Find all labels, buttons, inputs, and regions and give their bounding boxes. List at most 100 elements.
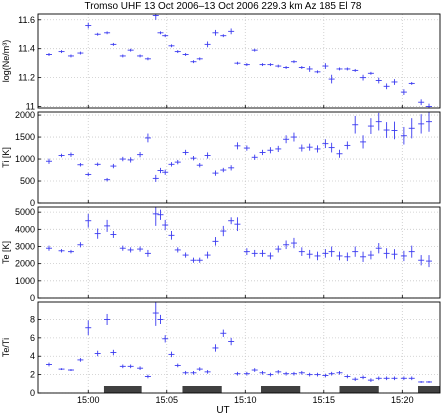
data-point xyxy=(352,377,359,382)
data-point xyxy=(328,371,335,376)
data-point xyxy=(152,302,159,326)
data-point xyxy=(298,247,305,256)
x-tick-label: 15:05 xyxy=(156,395,179,405)
data-point xyxy=(45,158,52,164)
data-point xyxy=(375,112,382,131)
y-tick-label: 11.2 xyxy=(18,73,35,83)
data-point xyxy=(267,372,274,377)
data-point xyxy=(162,169,169,175)
data-point xyxy=(283,66,290,69)
experiment-bar xyxy=(339,386,379,393)
data-point xyxy=(367,250,374,260)
data-point xyxy=(251,368,258,372)
data-point xyxy=(168,351,175,358)
data-point xyxy=(77,242,84,248)
data-point xyxy=(162,34,169,38)
data-point xyxy=(283,135,290,144)
data-point xyxy=(328,246,335,257)
data-point xyxy=(275,370,282,374)
data-point xyxy=(162,219,169,231)
data-point xyxy=(391,121,398,140)
data-point xyxy=(85,172,92,177)
data-point xyxy=(58,249,65,253)
data-point xyxy=(182,149,189,156)
data-point xyxy=(220,329,227,337)
x-tick-label: 15:10 xyxy=(234,395,257,405)
data-point xyxy=(228,165,235,171)
y-tick-label: 0 xyxy=(30,388,35,398)
data-point xyxy=(212,170,219,176)
data-point xyxy=(275,145,282,153)
data-point xyxy=(228,337,235,346)
data-point xyxy=(174,247,181,253)
data-point xyxy=(196,162,203,168)
data-point xyxy=(383,122,390,138)
data-point xyxy=(127,48,134,52)
data-point xyxy=(67,54,74,58)
y-tick-label: 0 xyxy=(30,293,35,303)
y-tick-label: 6 xyxy=(30,333,35,343)
data-point xyxy=(408,245,415,258)
data-point xyxy=(137,366,144,371)
data-point xyxy=(58,50,65,54)
data-point xyxy=(119,245,126,251)
data-point xyxy=(94,162,101,167)
data-point xyxy=(400,376,407,381)
data-point xyxy=(77,51,84,55)
data-point xyxy=(306,372,313,377)
data-point xyxy=(367,118,374,134)
data-point xyxy=(234,61,241,65)
panel-frame xyxy=(37,206,441,299)
data-point xyxy=(336,67,343,71)
data-point xyxy=(314,70,321,74)
data-point xyxy=(344,374,351,379)
x-tick-label: 15:15 xyxy=(313,395,336,405)
data-point xyxy=(383,376,390,381)
data-point xyxy=(220,225,227,237)
data-point xyxy=(275,64,282,68)
data-point xyxy=(344,67,351,71)
data-point xyxy=(190,257,197,263)
data-point xyxy=(418,99,425,106)
data-point xyxy=(251,154,258,160)
data-point xyxy=(243,371,250,376)
data-point xyxy=(196,57,203,61)
panel-frame xyxy=(37,13,441,109)
data-point xyxy=(275,245,282,253)
data-point xyxy=(375,376,382,381)
data-point xyxy=(336,149,343,158)
data-point xyxy=(352,115,359,134)
y-tick-label: 11.6 xyxy=(18,15,35,25)
data-point xyxy=(251,48,258,52)
data-point xyxy=(314,251,321,261)
data-point xyxy=(352,68,359,72)
data-point xyxy=(408,81,415,85)
data-point xyxy=(110,42,117,46)
data-point xyxy=(119,364,126,369)
data-point xyxy=(182,53,189,56)
data-point xyxy=(104,177,111,182)
data-point xyxy=(352,246,359,257)
data-point xyxy=(228,28,235,35)
experiment-bar xyxy=(103,386,142,393)
data-point xyxy=(58,368,65,371)
data-point xyxy=(360,251,367,262)
data-point xyxy=(306,249,313,259)
y-tick-label: 2000 xyxy=(15,259,35,269)
data-point xyxy=(383,83,390,90)
x-tick-label: 15:20 xyxy=(391,395,414,405)
data-point xyxy=(322,139,329,149)
data-point xyxy=(127,364,134,369)
data-point xyxy=(144,57,151,61)
data-point xyxy=(391,376,398,381)
data-point xyxy=(162,335,169,343)
data-point xyxy=(204,152,211,159)
data-point xyxy=(259,63,266,67)
data-point xyxy=(157,167,164,174)
data-point xyxy=(137,54,144,58)
data-point xyxy=(110,163,117,169)
data-point xyxy=(290,237,297,249)
data-point xyxy=(243,63,250,67)
data-point xyxy=(375,77,382,84)
data-point xyxy=(298,144,305,152)
